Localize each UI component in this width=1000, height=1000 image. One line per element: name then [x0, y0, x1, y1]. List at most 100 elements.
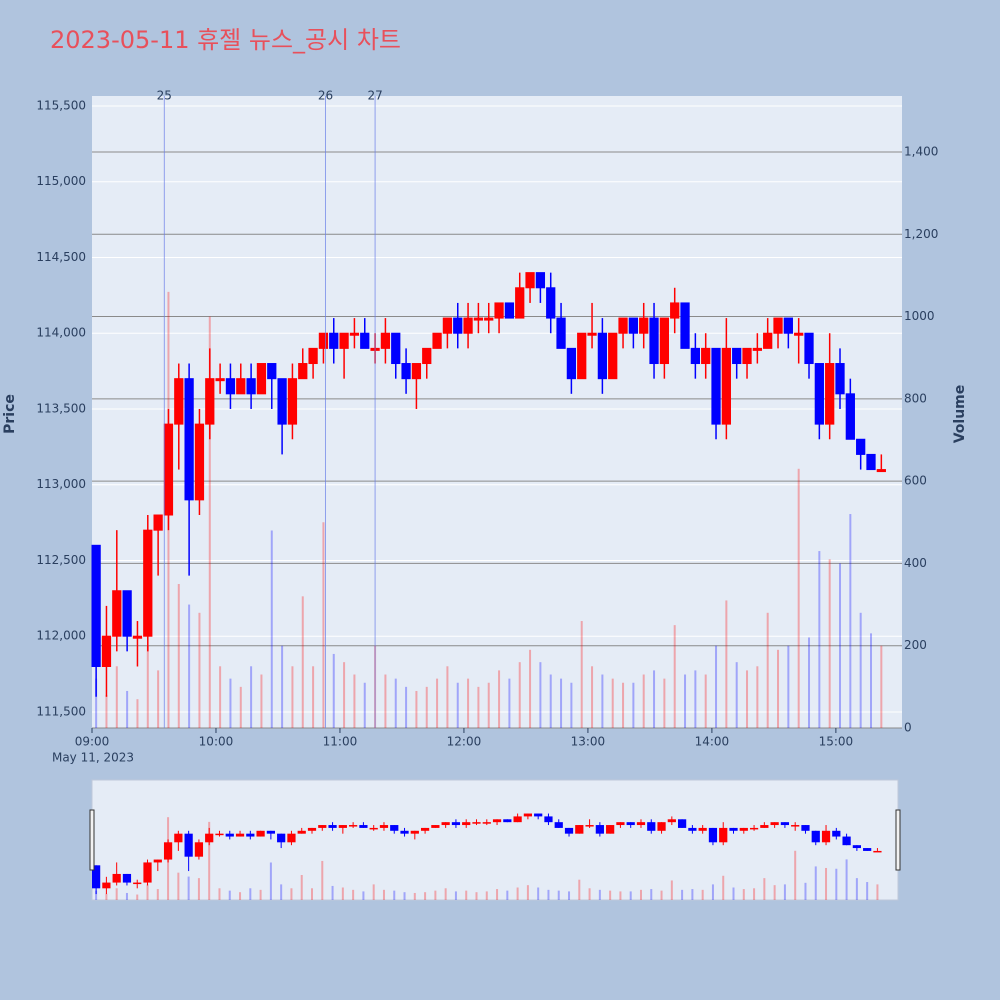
volume-bar: [570, 682, 573, 728]
slider-candle-body: [677, 819, 687, 828]
volume-bar: [281, 645, 284, 728]
volume-bar: [694, 670, 697, 728]
volume-bar: [343, 662, 346, 728]
slider-volume-bar: [496, 889, 499, 900]
volume-bar: [198, 612, 201, 728]
volume-bar: [539, 662, 542, 728]
candle-body: [453, 317, 463, 334]
candle-body: [814, 363, 824, 425]
volume-bar: [229, 678, 232, 728]
slider-volume-bar: [115, 888, 118, 900]
candle-body: [794, 332, 804, 336]
slider-candle-body: [420, 827, 430, 831]
candle-body: [277, 378, 287, 425]
slider-candle-body: [503, 819, 512, 823]
x-tick-label: 10:00: [199, 735, 234, 749]
slider-candle-body: [842, 836, 851, 846]
y-tick-label: 113,000: [36, 477, 86, 491]
slider-candle-body: [852, 845, 861, 849]
slider-volume-bar: [269, 862, 272, 900]
slider-candle-body: [287, 833, 296, 843]
volume-bar: [766, 612, 769, 728]
slider-volume-bar: [218, 888, 221, 900]
candle-body: [91, 544, 101, 667]
volume-bar: [725, 600, 728, 728]
slider-volume-bar: [341, 887, 344, 900]
y-tick-label: 115,500: [36, 98, 86, 112]
slider-candle-body: [636, 822, 646, 826]
slider-candle-body: [739, 827, 748, 831]
candle-body: [752, 347, 762, 351]
x-date-label: May 11, 2023: [52, 751, 134, 765]
candle-body: [546, 287, 556, 319]
slider-volume-bar: [465, 890, 468, 900]
volume-bar: [446, 666, 449, 728]
slider-candle-body: [688, 827, 697, 831]
candle-body: [866, 453, 876, 471]
candle-body: [287, 378, 298, 425]
slider-candle-body: [462, 822, 471, 826]
slider-volume-bar: [660, 890, 663, 900]
candle-body: [649, 317, 659, 365]
slider-candle-body: [719, 827, 728, 843]
candle-body: [825, 363, 835, 425]
slider-candle-body: [112, 873, 121, 883]
volume-bar: [611, 678, 614, 728]
y2-tick-label: 1,400: [904, 144, 938, 158]
slider-volume-bar: [136, 894, 139, 900]
volume-bar: [839, 563, 842, 728]
volume-bar: [95, 678, 98, 728]
slider-candle-body: [277, 833, 286, 843]
news-marker-label: 26: [318, 89, 333, 103]
slider-volume-bar: [105, 893, 108, 900]
slider-volume-bar: [475, 892, 478, 900]
volume-bar: [735, 662, 738, 728]
volume-bar: [157, 670, 160, 728]
slider-candle-body: [256, 830, 265, 837]
candle-body: [463, 317, 473, 334]
volume-bar: [394, 678, 397, 728]
x-tick-label: 09:00: [75, 735, 110, 749]
candle-body: [473, 317, 484, 321]
volume-bar: [808, 637, 811, 728]
chart-title: 2023-05-11 휴젤 뉴스_공시 차트: [50, 26, 401, 54]
volume-bar: [663, 678, 666, 728]
slider-volume-bar: [208, 821, 211, 900]
volume-bar: [704, 674, 707, 728]
volume-bar: [508, 678, 511, 728]
slider-candle-body: [153, 859, 162, 863]
slider-handle-left[interactable]: [89, 809, 95, 871]
slider-candle-body: [616, 822, 625, 826]
slider-volume-bar: [228, 890, 231, 900]
volume-bar: [188, 604, 191, 728]
slider-candle-body: [307, 827, 317, 831]
volume-bar: [684, 674, 687, 728]
slider-volume-bar: [177, 872, 180, 900]
slider-volume-bar: [773, 885, 776, 900]
slider-candle-body: [657, 822, 666, 831]
slider-volume-bar: [352, 889, 355, 900]
candle-body: [267, 363, 277, 380]
slider-handle-right[interactable]: [895, 809, 901, 871]
slider-volume-bar: [393, 890, 396, 900]
x-tick-label: 15:00: [819, 735, 854, 749]
slider-candle-body: [102, 882, 111, 889]
slider-volume-bar: [526, 885, 529, 900]
candle-body: [535, 272, 546, 289]
y-tick-label: 113,500: [36, 401, 86, 415]
slider-candle-body: [780, 822, 790, 826]
slider-candle-body: [349, 825, 358, 827]
slider-candle-body: [400, 830, 409, 834]
volume-bar: [115, 666, 118, 728]
slider-candle-body: [873, 850, 882, 853]
candle-body: [308, 347, 318, 365]
volume-bar: [632, 682, 635, 728]
volume-bar: [322, 522, 325, 728]
range-slider[interactable]: [91, 779, 899, 901]
slider-volume-bar: [403, 892, 406, 900]
slider-volume-bar: [187, 876, 190, 900]
candle-body: [143, 529, 153, 637]
slider-candle-body: [441, 822, 450, 826]
volume-bar: [436, 678, 439, 728]
slider-candle-body: [811, 830, 820, 843]
